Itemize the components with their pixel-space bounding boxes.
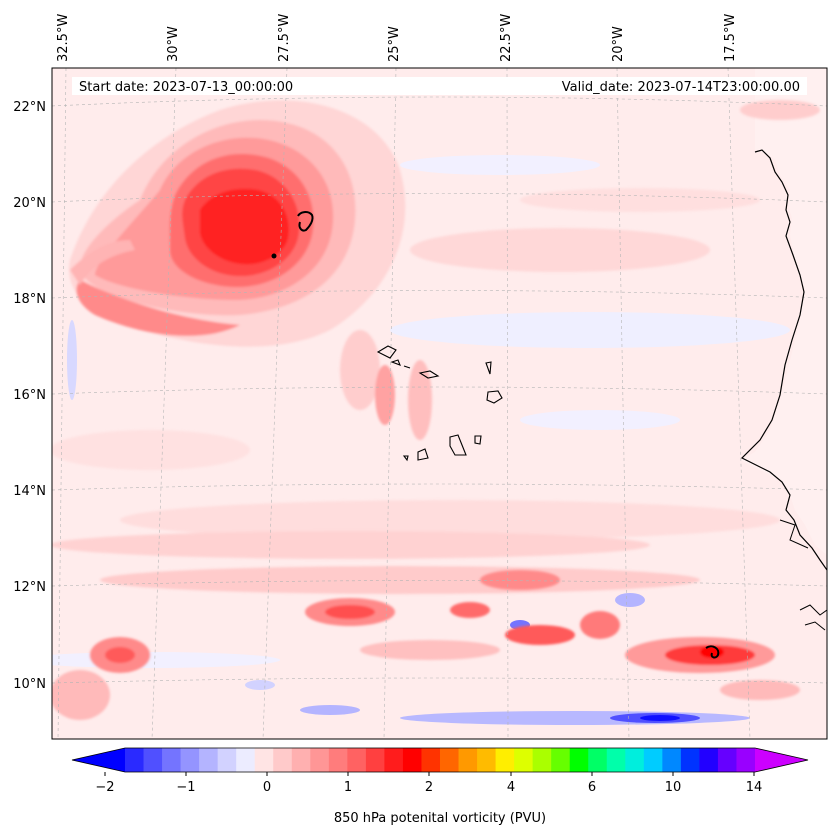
colorbar-swatch <box>236 748 256 772</box>
colorbar-swatch <box>291 748 311 772</box>
colorbar-swatch <box>680 748 700 772</box>
colorbar-swatch <box>384 748 404 772</box>
colorbar-swatch <box>254 748 274 772</box>
map-frame <box>51 67 828 740</box>
colorbar-swatch <box>440 748 460 772</box>
colorbar-swatch <box>495 748 515 772</box>
colorbar-tick-label: 1 <box>344 780 352 795</box>
colorbar-swatch <box>162 748 182 772</box>
colorbar-swatch <box>328 748 348 772</box>
start-date-text: Start date: 2023-07-13_00:00:00 <box>79 80 293 95</box>
colorbar-swatch <box>310 748 330 772</box>
gridlines <box>52 68 827 739</box>
colorbar-outline <box>71 747 809 773</box>
colorbar-swatch <box>551 748 571 772</box>
lat-label: 12°N <box>13 580 46 595</box>
colorbar-swatch <box>643 748 663 772</box>
lon-label: 30°W <box>166 26 181 62</box>
africa-land <box>740 68 827 555</box>
header-box <box>72 77 807 95</box>
lon-label: 27.5°W <box>277 14 292 62</box>
colorbar-tick-label: 4 <box>507 780 515 795</box>
vorticity-field <box>52 68 827 739</box>
colorbar-swatch <box>569 748 589 772</box>
colorbar-swatch <box>717 748 737 772</box>
colorbar-swatch <box>347 748 367 772</box>
africa-coastline <box>740 149 827 571</box>
lat-label: 14°N <box>13 484 46 499</box>
longitude-labels: 32.5°W 30°W 27.5°W 25°W 22.5°W 20°W 17.5… <box>56 14 738 62</box>
colorbar-swatch <box>699 748 719 772</box>
colorbar-swatch <box>625 748 645 772</box>
lon-label: 25°W <box>387 26 402 62</box>
colorbar-swatch <box>736 748 756 772</box>
colorbar-swatch <box>180 748 200 772</box>
lon-label: 32.5°W <box>56 14 71 62</box>
colorbar-swatch <box>199 748 219 772</box>
lat-label: 16°N <box>13 388 46 403</box>
colorbar-label: 850 hPa potenital vorticity (PVU) <box>334 811 546 826</box>
colorbar-tick-label: 10 <box>665 780 682 795</box>
lat-label: 20°N <box>13 196 46 211</box>
colorbar-swatch <box>217 748 237 772</box>
colorbar: −2 −1 0 1 2 4 6 10 14 <box>71 747 809 795</box>
colorbar-extend-max <box>755 748 808 772</box>
colorbar-swatch <box>514 748 534 772</box>
colorbar-swatch <box>421 748 441 772</box>
colorbar-swatch <box>532 748 552 772</box>
colorbar-swatch <box>662 748 682 772</box>
colorbar-swatch <box>588 748 608 772</box>
colorbar-tick-label: −2 <box>95 780 114 795</box>
cape-verde-islands <box>376 345 503 462</box>
colorbar-swatch <box>273 748 293 772</box>
valid-date-text: Valid_date: 2023-07-14T23:00:00.00 <box>562 80 800 95</box>
lat-label: 10°N <box>13 677 46 692</box>
latitude-labels: 22°N 20°N 18°N 16°N 14°N 12°N 10°N <box>13 100 46 692</box>
colorbar-extend-min <box>72 748 125 772</box>
lon-label: 17.5°W <box>723 14 738 62</box>
lat-label: 22°N <box>13 100 46 115</box>
colorbar-swatch <box>477 748 497 772</box>
lon-label: 20°W <box>611 26 626 62</box>
lat-label: 18°N <box>13 292 46 307</box>
colorbar-tick-label: 6 <box>588 780 596 795</box>
colorbar-tick-label: 2 <box>425 780 433 795</box>
colorbar-tick-label: −1 <box>176 780 195 795</box>
colorbar-swatch <box>143 748 163 772</box>
colorbar-tick-label: 0 <box>263 780 271 795</box>
colorbar-swatch <box>365 748 385 772</box>
colorbar-tick-label: 14 <box>746 780 763 795</box>
colorbar-swatch <box>458 748 478 772</box>
colorbar-swatch <box>606 748 626 772</box>
lon-label: 22.5°W <box>499 14 514 62</box>
colorbar-swatch <box>125 748 145 772</box>
colorbar-swatch <box>402 748 422 772</box>
